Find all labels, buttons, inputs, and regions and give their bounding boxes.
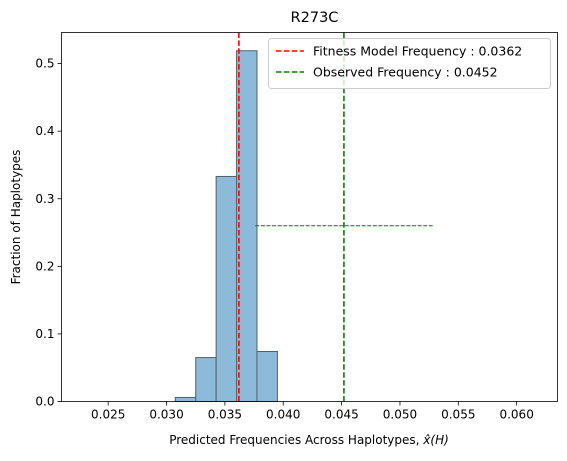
legend-label-observed: Observed Frequency : 0.0452 xyxy=(313,65,498,80)
y-tick-label-1: 0.1 xyxy=(35,327,54,341)
y-tick-label-0: 0.0 xyxy=(35,395,54,409)
x-tick-label-6: 0.055 xyxy=(441,408,475,422)
plot-frame xyxy=(61,32,558,402)
legend: Fitness Model Frequency : 0.0362 Observe… xyxy=(268,38,551,89)
histogram-bar-4 xyxy=(256,350,278,403)
reference-lines xyxy=(238,32,345,402)
y-tick-label-4: 0.4 xyxy=(35,124,54,138)
histogram-bar-0 xyxy=(174,396,197,403)
x-tick-label-0: 0.025 xyxy=(91,408,125,422)
y-axis-label: Fraction of Haplotypes xyxy=(9,150,23,285)
y-tick-label-2: 0.2 xyxy=(35,259,54,273)
x-axis-ticks: 0.025 0.030 0.035 0.040 0.045 0.050 0.055 0.060 xyxy=(91,401,534,422)
legend-label-fitness: Fitness Model Frequency : 0.0362 xyxy=(313,44,522,59)
x-tick-label-7: 0.060 xyxy=(499,408,533,422)
y-axis-ticks: 0.0 0.1 0.2 0.3 0.4 0.5 xyxy=(35,57,62,409)
y-tick-label-3: 0.3 xyxy=(35,192,54,206)
x-axis-label: Predicted Frequencies Across Haplotypes,… xyxy=(169,433,449,447)
x-axis-label-text: Predicted Frequencies Across Haplotypes, xyxy=(169,433,423,447)
x-tick-label-4: 0.045 xyxy=(324,408,358,422)
x-tick-label-2: 0.035 xyxy=(208,408,242,422)
legend-box xyxy=(268,38,551,89)
x-axis-label-math: x̂(H) xyxy=(422,433,449,447)
histogram-bars xyxy=(174,50,278,403)
x-tick-label-3: 0.040 xyxy=(266,408,300,422)
chart-title: R273C xyxy=(291,10,339,26)
x-tick-label-1: 0.030 xyxy=(149,408,183,422)
histogram-bar-1 xyxy=(195,357,217,403)
histogram-bar-2 xyxy=(215,175,238,402)
y-tick-label-5: 0.5 xyxy=(35,57,54,71)
x-tick-label-5: 0.050 xyxy=(383,408,417,422)
